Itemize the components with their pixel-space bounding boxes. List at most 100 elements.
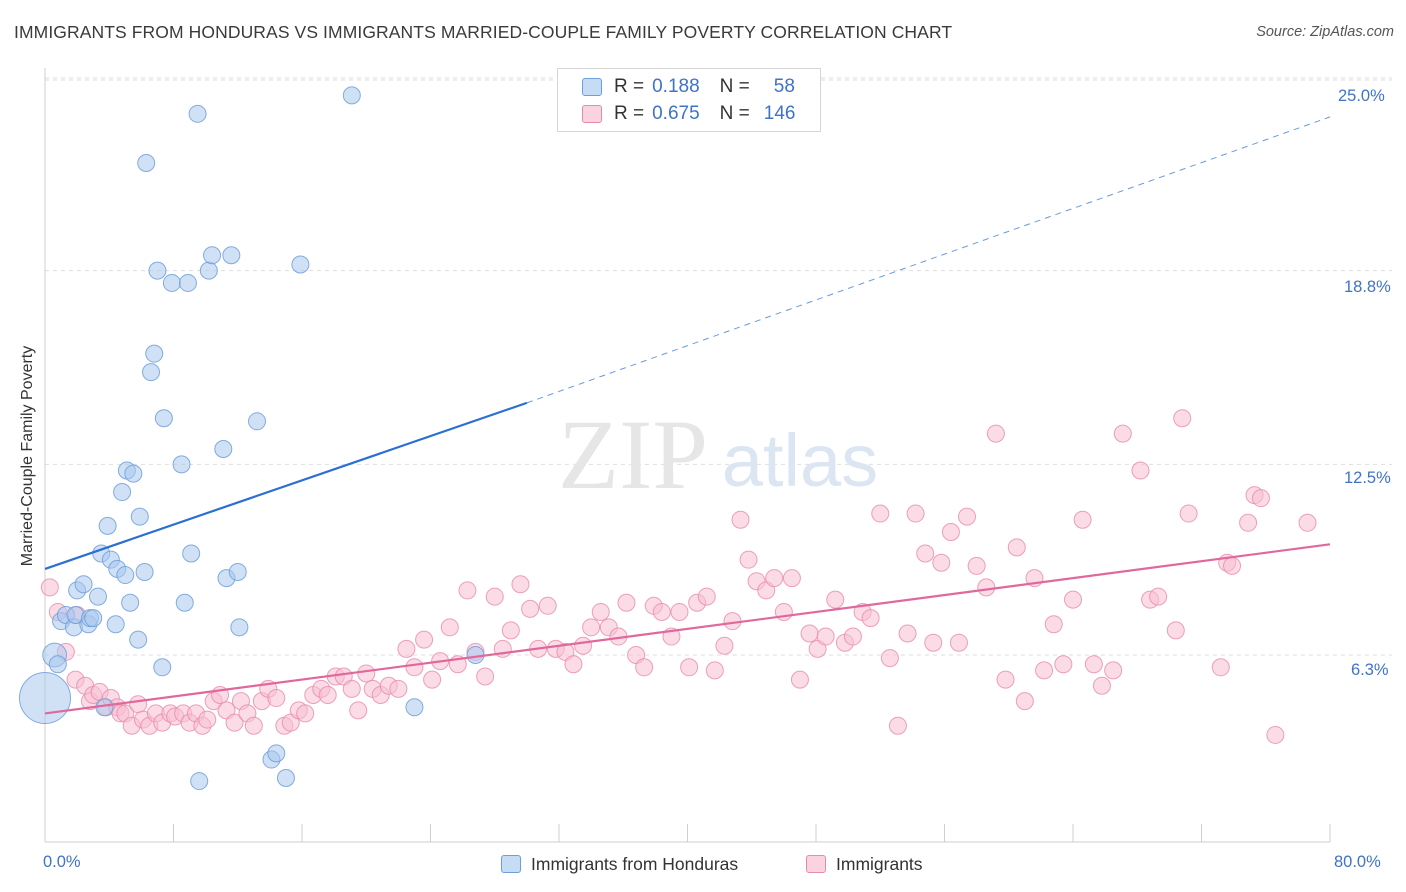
data-point-immigrants	[538, 596, 557, 615]
data-point-honduras	[137, 154, 156, 173]
data-point-honduras	[124, 464, 143, 483]
x-axis-min-label: 0.0%	[43, 853, 81, 871]
data-point-immigrants	[697, 587, 716, 606]
data-point-honduras	[74, 575, 93, 594]
data-point-honduras	[230, 618, 249, 637]
data-point-immigrants	[924, 633, 943, 652]
legend-n-label: N =	[719, 103, 750, 124]
y-tick-label: 12.5%	[1344, 469, 1391, 487]
data-point-immigrants	[501, 621, 520, 640]
data-point-immigrants	[898, 624, 917, 643]
data-point-immigrants	[790, 670, 809, 689]
data-point-immigrants	[977, 578, 996, 597]
data-point-immigrants	[1113, 424, 1132, 443]
data-point-immigrants	[342, 679, 361, 698]
legend-n-value: 146	[763, 103, 796, 124]
data-point-immigrants	[1064, 590, 1082, 609]
data-point-immigrants	[1131, 461, 1150, 480]
data-point-honduras	[199, 261, 218, 280]
data-point-immigrants	[564, 655, 583, 674]
data-point-immigrants	[1223, 556, 1242, 575]
chart-title: IMMIGRANTS FROM HONDURAS VS IMMIGRANTS M…	[14, 22, 953, 42]
data-point-immigrants	[318, 685, 337, 704]
data-point-honduras	[142, 363, 161, 382]
data-point-honduras	[248, 412, 267, 431]
data-point-immigrants	[1266, 725, 1285, 744]
data-point-immigrants	[296, 704, 315, 723]
data-point-immigrants	[40, 578, 59, 597]
data-point-immigrants	[476, 667, 495, 686]
data-point-immigrants	[357, 664, 376, 683]
data-point-honduras	[214, 439, 233, 458]
data-point-honduras	[276, 768, 295, 787]
data-point-immigrants	[670, 602, 689, 621]
data-point-immigrants	[389, 679, 408, 698]
data-point-immigrants	[871, 504, 890, 523]
legend-row-immigrants: R = 0.675 N = 146	[582, 102, 795, 126]
data-point-honduras	[106, 615, 125, 634]
x-axis-max-label: 80.0%	[1334, 853, 1381, 871]
y-tick-label: 18.8%	[1344, 278, 1391, 296]
chart-source: Source: ZipAtlas.com	[1256, 24, 1394, 40]
data-point-immigrants	[996, 670, 1015, 689]
data-point-immigrants	[906, 504, 925, 523]
data-point-immigrants	[1211, 658, 1230, 677]
data-point-honduras	[188, 104, 207, 123]
data-point-immigrants	[932, 553, 951, 572]
data-point-immigrants	[800, 624, 819, 643]
legend-r-label: R =	[614, 76, 645, 97]
data-point-immigrants	[986, 424, 1005, 443]
data-point-immigrants	[1149, 587, 1168, 606]
data-point-immigrants	[1179, 504, 1198, 523]
data-point-immigrants	[405, 658, 424, 677]
data-point-immigrants	[397, 639, 416, 658]
data-point-honduras	[154, 409, 173, 428]
bottom-legend-swatch-honduras	[501, 855, 521, 873]
correlation-legend: R = 0.188 N = 58 R = 0.675 N = 146	[557, 68, 821, 132]
data-point-honduras	[153, 658, 172, 677]
legend-r-value: 0.675	[652, 103, 700, 124]
data-point-immigrants	[715, 636, 734, 655]
data-point-immigrants	[1104, 661, 1123, 680]
data-point-honduras	[48, 655, 67, 674]
data-point-honduras	[84, 609, 103, 628]
data-point-immigrants	[957, 507, 976, 526]
data-point-immigrants	[765, 569, 784, 588]
legend-n-label: N =	[719, 76, 750, 97]
data-point-immigrants	[652, 602, 671, 621]
data-point-honduras	[145, 344, 164, 363]
y-tick-label: 6.3%	[1351, 661, 1389, 679]
data-point-honduras	[203, 246, 222, 265]
data-point-immigrants	[680, 658, 699, 677]
data-point-immigrants	[739, 550, 758, 569]
data-point-immigrants	[782, 569, 801, 588]
bottom-legend-swatch-immigrants	[806, 855, 826, 873]
bottom-legend-honduras: Immigrants from Honduras	[501, 852, 738, 876]
data-point-honduras	[267, 744, 286, 763]
data-point-immigrants	[826, 590, 845, 609]
data-point-immigrants	[1007, 538, 1026, 557]
data-point-immigrants	[458, 581, 477, 600]
data-point-honduras	[178, 273, 197, 292]
data-point-immigrants	[861, 609, 880, 628]
data-point-honduras	[121, 593, 140, 612]
data-point-immigrants	[244, 716, 263, 735]
series-honduras-points	[19, 86, 485, 791]
data-point-immigrants	[880, 649, 899, 668]
data-point-immigrants	[1054, 655, 1073, 674]
data-point-immigrants	[440, 618, 459, 637]
legend-r-label: R =	[614, 103, 645, 124]
data-point-immigrants	[941, 523, 960, 542]
data-point-honduras	[172, 455, 191, 474]
data-point-immigrants	[617, 593, 636, 612]
data-point-immigrants	[1239, 513, 1258, 532]
watermark-atlas: atlas	[722, 419, 878, 502]
data-point-immigrants	[888, 716, 907, 735]
data-point-immigrants	[485, 587, 504, 606]
data-point-immigrants	[423, 670, 442, 689]
data-point-immigrants	[967, 556, 986, 575]
watermark-zip: ZIP	[558, 399, 708, 510]
data-point-immigrants	[521, 599, 540, 618]
data-point-honduras	[98, 516, 117, 535]
